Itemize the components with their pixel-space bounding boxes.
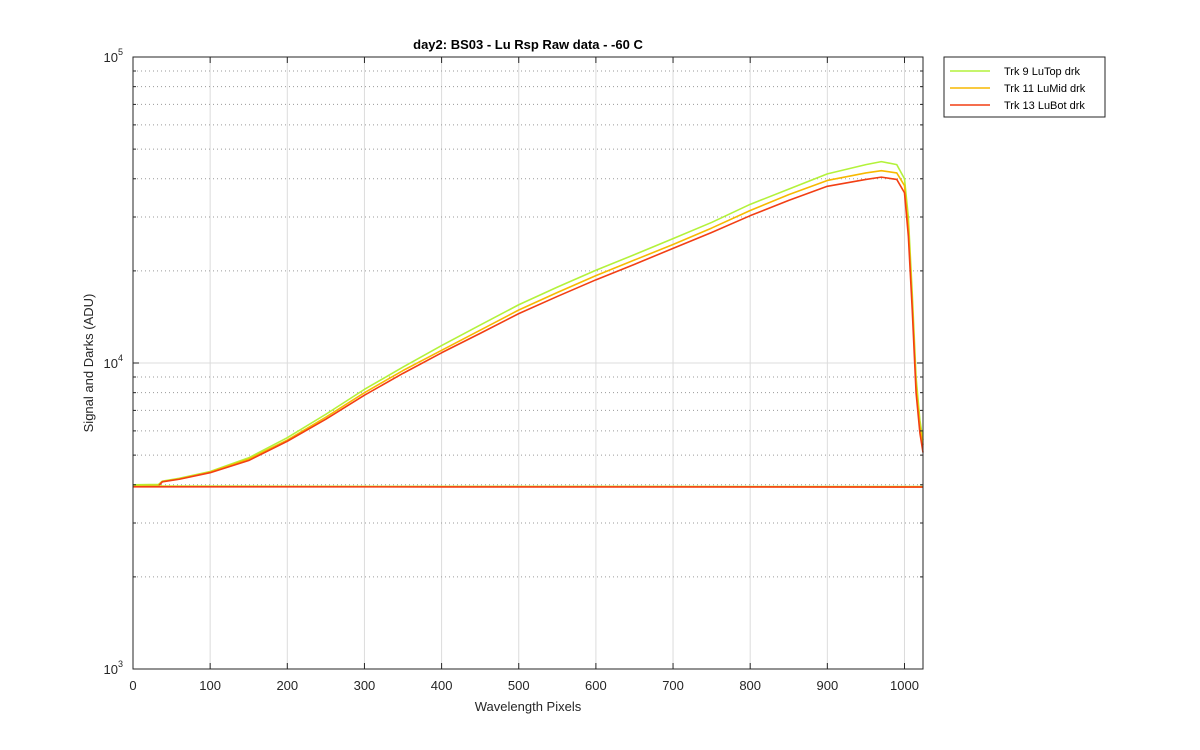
y-tick-base: 10 — [104, 356, 118, 371]
legend-label: Trk 11 LuMid drk — [1004, 83, 1086, 95]
y-tick-label: 105 — [104, 47, 123, 65]
x-tick-label: 100 — [199, 678, 221, 693]
y-tick-base: 10 — [104, 50, 118, 65]
x-tick-label: 900 — [816, 678, 838, 693]
x-tick-label: 600 — [585, 678, 607, 693]
x-tick-label: 800 — [739, 678, 761, 693]
y-tick-label: 104 — [104, 353, 123, 371]
y-tick-exponent: 5 — [118, 47, 123, 57]
x-tick-label: 200 — [276, 678, 298, 693]
tick-labels: 0 100 200 300 400 500 600 700 800 900 100010310410… — [104, 47, 919, 693]
x-tick-label: 400 — [431, 678, 453, 693]
x-axis-label: Wavelength Pixels — [475, 699, 582, 714]
legend: Trk 9 LuTop drk Trk 11 LuMid drk Trk 13 Lu… — [943, 56, 1106, 118]
grid — [133, 57, 923, 669]
y-axis-label: Signal and Darks (ADU) — [81, 294, 96, 433]
y-tick-exponent: 3 — [118, 659, 123, 669]
legend-label: Trk 13 LuBot drk — [1004, 100, 1085, 112]
x-tick-label: 0 — [129, 678, 136, 693]
y-tick-base: 10 — [104, 662, 118, 677]
series-line-3 — [132, 176, 924, 488]
x-tick-label: 700 — [662, 678, 684, 693]
y-tick-exponent: 4 — [118, 353, 123, 363]
series-lines — [132, 160, 924, 488]
axis-ticks — [132, 56, 923, 670]
chart-title: day2: BS03 - Lu Rsp Raw data - -60 C — [413, 37, 643, 52]
x-tick-label: 500 — [508, 678, 530, 693]
x-tick-label: 1000 — [890, 678, 919, 693]
legend-box — [943, 56, 1106, 118]
x-tick-label: 300 — [354, 678, 376, 693]
legend-label: Trk 9 LuTop drk — [1004, 66, 1081, 78]
y-tick-label: 103 — [104, 659, 123, 677]
